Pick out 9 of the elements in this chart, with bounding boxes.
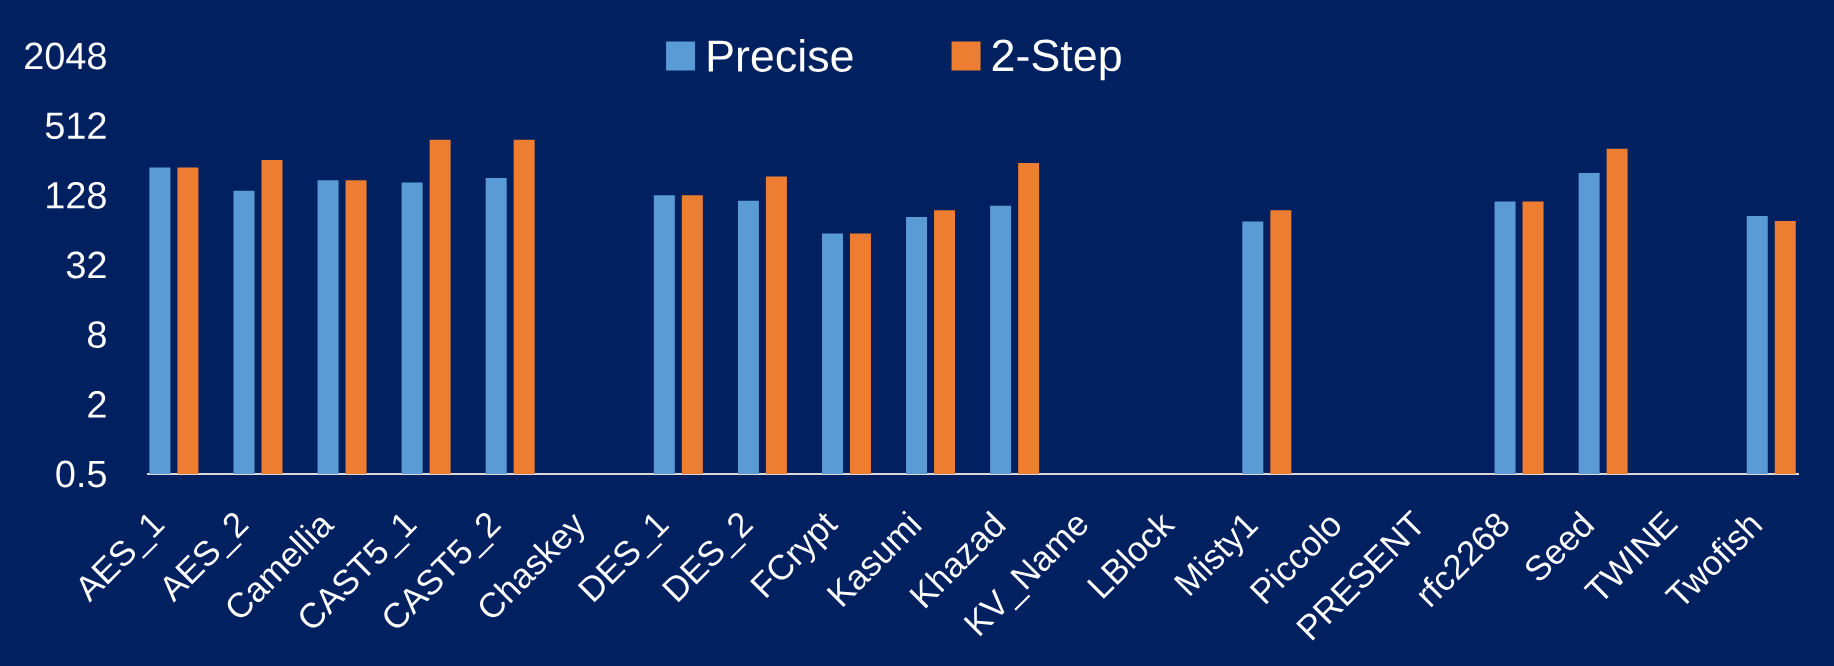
y-tick-label: 512 bbox=[45, 112, 106, 140]
y-tick-label: 2048 bbox=[25, 42, 106, 70]
y-tick-label: 32 bbox=[66, 251, 106, 279]
y-tick-label: 0.5 bbox=[56, 460, 106, 488]
y-tick-label: 2 bbox=[88, 391, 106, 418]
legend-label: 2-Step bbox=[992, 39, 1121, 81]
y-tick-label: 8 bbox=[88, 321, 106, 349]
legend-label: Precise bbox=[708, 39, 853, 72]
y-tick-label: 128 bbox=[47, 181, 106, 209]
